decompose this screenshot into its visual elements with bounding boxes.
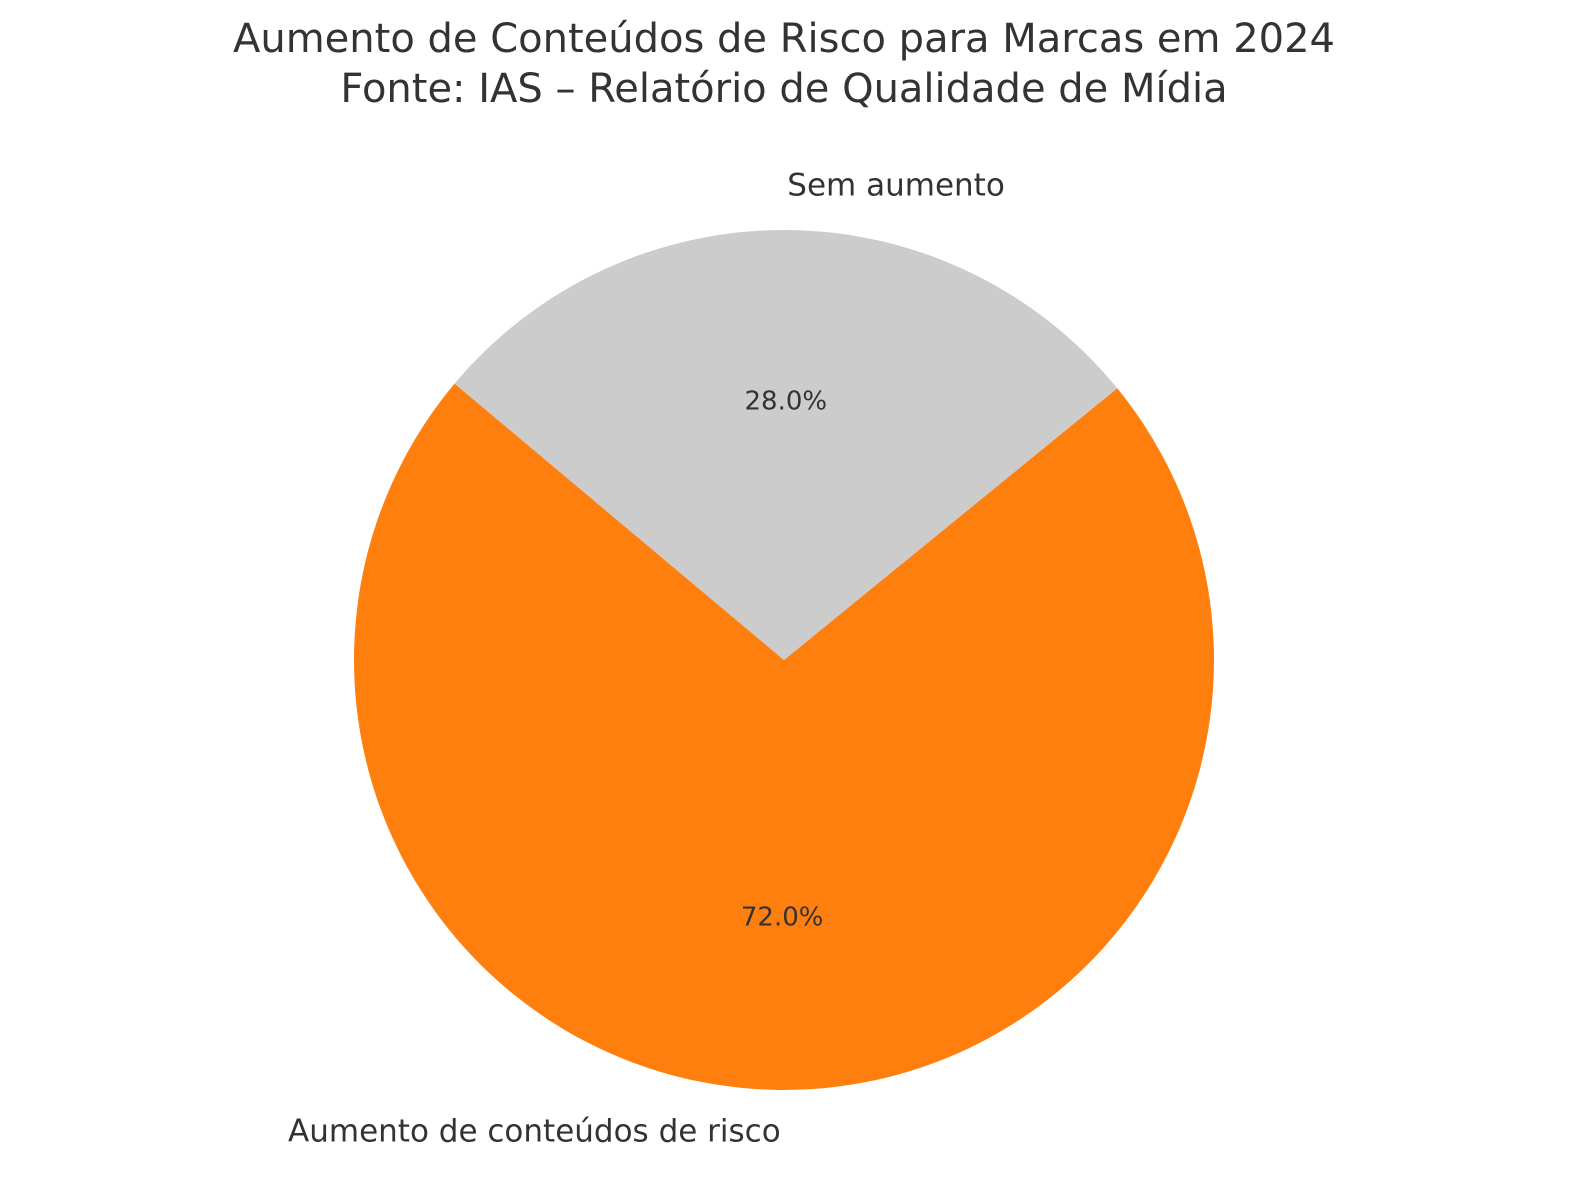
- value-label: 72.0%: [741, 902, 824, 932]
- slice-label: Aumento de conteúdos de risco: [288, 1113, 781, 1149]
- slice-label: Sem aumento: [787, 168, 1004, 204]
- pie-slice: [454, 230, 1118, 660]
- pie-slice: [354, 383, 1214, 1091]
- chart-title: Aumento de Conteúdos de Risco para Marca…: [233, 16, 1335, 62]
- value-label: 28.0%: [744, 387, 827, 417]
- chart-subtitle: Fonte: IAS – Relatório de Qualidade de M…: [340, 66, 1227, 112]
